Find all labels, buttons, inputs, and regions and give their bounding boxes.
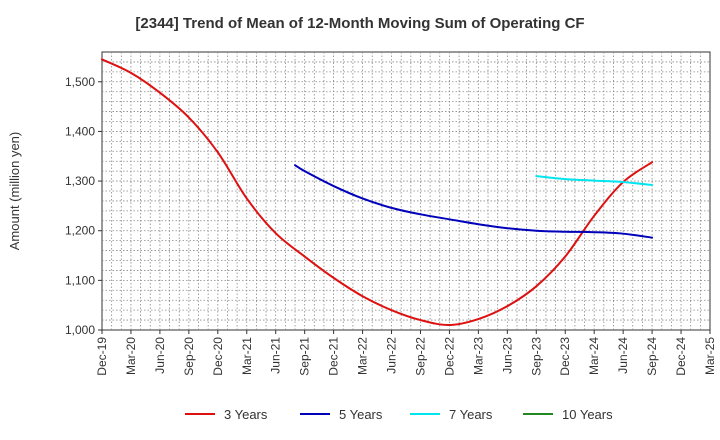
series-line-7-years	[535, 175, 654, 187]
y-tick-label: 1,100	[65, 273, 95, 287]
x-tick-label: Dec-19	[95, 337, 109, 376]
x-tick-label: Jun-20	[153, 337, 167, 374]
y-tick-label: 1,200	[65, 224, 95, 238]
x-tick-label: Sep-23	[529, 337, 543, 376]
y-tick-label: 1,300	[65, 174, 95, 188]
legend-label-3-years: 3 Years	[224, 407, 268, 422]
x-tick-label: Jun-23	[500, 337, 514, 374]
x-tick-label: Dec-21	[327, 337, 341, 376]
x-tick-label: Sep-21	[298, 337, 312, 376]
x-tick-label: Mar-25	[703, 337, 717, 375]
series-lines	[101, 58, 654, 327]
legend: 3 Years 5 Years 7 Years 10 Years	[185, 407, 613, 422]
x-tick-label: Dec-24	[674, 337, 688, 376]
x-tick-label: Jun-24	[616, 337, 630, 374]
x-tick-label: Jun-21	[269, 337, 283, 374]
x-tick-label: Dec-22	[442, 337, 456, 376]
x-tick-label: Sep-22	[413, 337, 427, 376]
x-tick-label: Mar-20	[124, 337, 138, 375]
x-axis-ticks: Dec-19 Mar-20 Jun-20 Sep-20 Dec-20 Mar-21 Jun-…	[95, 330, 717, 376]
x-tick-label: Dec-23	[558, 337, 572, 376]
plot-area	[101, 51, 711, 331]
x-tick-label: Mar-24	[587, 337, 601, 375]
x-tick-label: Mar-22	[356, 337, 370, 375]
x-tick-label: Sep-20	[182, 337, 196, 376]
x-tick-label: Jun-22	[385, 337, 399, 374]
y-tick-label: 1,000	[65, 323, 95, 337]
legend-label-7-years: 7 Years	[449, 407, 493, 422]
legend-label-10-years: 10 Years	[562, 407, 613, 422]
x-tick-label: Sep-24	[645, 337, 659, 376]
y-tick-label: 1,400	[65, 124, 95, 138]
legend-label-5-years: 5 Years	[339, 407, 383, 422]
x-tick-label: Mar-23	[471, 337, 485, 375]
x-tick-label: Dec-20	[211, 337, 225, 376]
series-line-5-years	[294, 164, 654, 239]
grid-lines	[102, 52, 710, 330]
y-axis-title: Amount (million yen)	[7, 132, 22, 251]
y-axis-ticks: 1,000 1,100 1,200 1,300 1,400 1,500	[65, 75, 102, 337]
y-tick-label: 1,500	[65, 75, 95, 89]
series-line-3-years	[101, 58, 654, 327]
x-tick-label: Mar-21	[240, 337, 254, 375]
chart-title: [2344] Trend of Mean of 12-Month Moving …	[135, 15, 584, 32]
